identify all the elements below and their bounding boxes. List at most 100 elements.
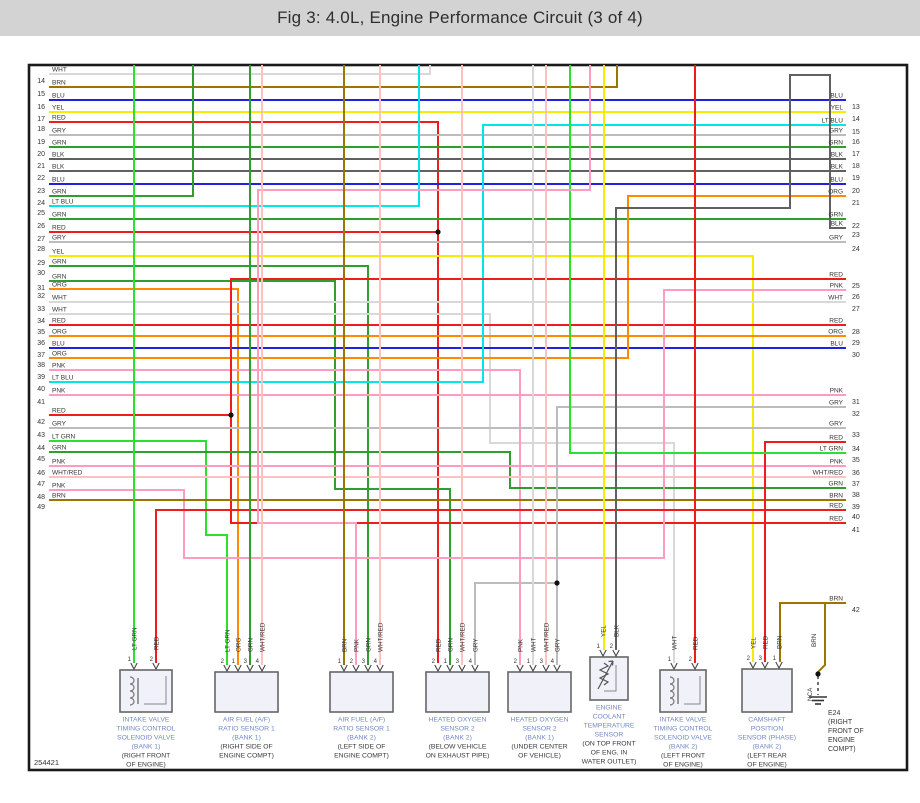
solenoid-coil-icon	[129, 676, 135, 706]
right-wire-color-label: RED	[829, 272, 843, 279]
pin-arrow-icon	[599, 649, 607, 658]
pin-arrow-icon	[352, 664, 360, 673]
component-wire-color-label: GRN	[448, 638, 455, 652]
right-wire-color-label: GRY	[829, 421, 844, 428]
left-pin-number: 15	[37, 91, 45, 98]
af-ratio-sensor1-bank1: 2 LT GRN 1 ORG 3 GRN 4 WHT/RED AIR FUEL (A/F) RAT…	[214, 622, 279, 760]
component-pin-number: 2	[689, 657, 693, 663]
component-name-line: INTAKE VALVE	[123, 717, 170, 724]
wire-pnk	[49, 369, 521, 665]
component-wire-color-label: BRN	[342, 638, 349, 652]
component-pin-number: 2	[350, 659, 354, 665]
component-pin-number: 2	[221, 659, 225, 665]
component-wire-color-label: YEL	[751, 637, 758, 649]
wire-grn	[49, 265, 369, 665]
left-wire-color-label: PNK	[52, 483, 66, 490]
component-name-line: RATIO SENSOR 1	[333, 726, 390, 733]
component-wire-color-label: GRY	[555, 638, 562, 652]
left-pin-number: 39	[37, 374, 45, 381]
right-wire-color-label: BLU	[830, 177, 843, 184]
component-wire-color-label: LT GRN	[225, 629, 232, 652]
wire-gry	[474, 582, 558, 665]
ivt-solenoid-bank1: 1 LT GRN 2 RED INTAKE VALVE TIMING CONTROL SOL…	[117, 627, 176, 768]
left-pin-number: 48	[37, 494, 45, 501]
wire-org	[49, 288, 239, 665]
pin-arrow-icon	[376, 664, 384, 673]
left-pin-number: 20	[37, 151, 45, 158]
component-location-line: (LEFT FRONT	[661, 753, 705, 760]
component-pin-number: 4	[551, 659, 555, 665]
component-name-line: CAMSHAFT	[748, 717, 785, 724]
right-wire-color-label: PNK	[830, 283, 844, 290]
right-wire-color-label: RED	[829, 503, 843, 510]
right-pin-number: 30	[852, 352, 860, 359]
component-location-line: (ON TOP FRONT	[582, 741, 635, 748]
right-wire-color-label: BLU	[830, 341, 843, 348]
component-location-line: (BELOW VEHICLE	[429, 744, 487, 751]
wire-brn	[49, 65, 618, 88]
component-pin-number: 1	[444, 659, 448, 665]
solenoid-coil-icon	[669, 676, 675, 706]
left-wire-color-label: GRN	[52, 274, 67, 281]
left-wire-color-label: GRY	[52, 421, 67, 428]
left-wire-color-label: YEL	[52, 105, 65, 112]
component-name-line: (BANK 2)	[347, 735, 376, 742]
wire-ltblu	[49, 65, 420, 207]
pin-arrow-icon	[458, 664, 466, 673]
right-pin-number: 20	[852, 188, 860, 195]
wire-grn	[49, 65, 194, 197]
pin-arrow-icon	[612, 649, 620, 658]
left-pin-number: 24	[37, 200, 45, 207]
left-pin-number: 38	[37, 362, 45, 369]
af-ratio-sensor1-bank2-box	[329, 671, 394, 713]
pin-arrow-icon	[553, 664, 561, 673]
right-pin-number: 29	[852, 340, 860, 347]
right-wire-color-label: RED	[829, 435, 843, 442]
ground-label-line: FRONT OF	[828, 728, 864, 735]
component-location-line: OF ENG, IN	[591, 750, 628, 757]
right-pin-number: 31	[852, 399, 860, 406]
left-pin-number: 21	[37, 163, 45, 170]
left-wire-color-label: GRN	[52, 445, 67, 452]
left-pin-number: 49	[37, 504, 45, 511]
ground-label-line: ENGINE	[828, 737, 855, 744]
right-wire-color-label: WHT	[828, 295, 843, 302]
component-wire-color-label: RED	[763, 635, 770, 649]
right-pin-number: 37	[852, 481, 860, 488]
right-pin-number: 36	[852, 470, 860, 477]
component-wire-color-label: GRN	[248, 638, 255, 652]
wire-org	[49, 195, 846, 359]
heated-o2-sensor2-bank2: 2 RED 1 GRN 3 WHT/RED 4 GRY HEATED OXYGEN SENSOR …	[425, 622, 490, 760]
component-name-line: INTAKE VALVE	[660, 717, 707, 724]
component-name-line: SOLENOID VALVE	[117, 735, 175, 742]
component-location-line: OF ENGINE)	[126, 762, 166, 769]
figure-title: Fig 3: 4.0L, Engine Performance Circuit …	[277, 8, 643, 27]
component-wire-color-label: RED	[154, 636, 161, 650]
right-pin-number: 28	[852, 329, 860, 336]
left-wire-color-label: WHT	[52, 67, 67, 74]
right-wire-color-label: WHT/RED	[813, 470, 844, 477]
component-wire-color-label: WHT/RED	[260, 622, 267, 652]
engine-coolant-temp-sensor: 1 YEL 2 BLK ENGINE COOLANT TEMPERATURE SENSOR (O…	[582, 624, 637, 765]
left-wire-color-label: WHT	[52, 307, 67, 314]
right-wire-color-label: LT BLU	[822, 118, 844, 125]
left-pin-number: 27	[37, 236, 45, 243]
junction-dot	[435, 229, 441, 235]
left-wire-color-label: LT BLU	[52, 375, 74, 382]
camshaft-position-sensor-box	[741, 668, 793, 713]
left-wire-color-label: ORG	[52, 282, 67, 289]
heated-o2-sensor2-bank1: 2 PNK 1 WHT 3 WHT/RED 4 GRY HEATED OXYGEN SENSOR …	[507, 622, 572, 760]
left-wire-color-label: BLU	[52, 341, 65, 348]
left-wire-color-label: BRN	[52, 80, 66, 87]
right-pin-number: 34	[852, 446, 860, 453]
component-wire-color-label: YEL	[601, 625, 608, 637]
component-pin-number: 3	[456, 659, 460, 665]
component-location-line: ENGINE COMPT)	[334, 753, 389, 760]
right-wire-color-label: BLK	[831, 152, 844, 159]
component-name-line: (BANK 1)	[525, 735, 554, 742]
component-name-line: TIMING CONTROL	[117, 726, 176, 733]
component-name-line: RATIO SENSOR 1	[218, 726, 275, 733]
left-pin-number: 42	[37, 419, 45, 426]
component-name-line: POSITION	[751, 726, 784, 733]
